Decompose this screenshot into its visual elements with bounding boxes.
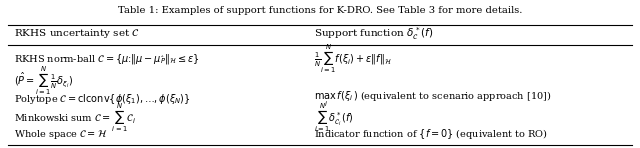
Text: Minkowski sum $\mathcal{C} = \sum_{i=1}^{N} \mathcal{C}_i$: Minkowski sum $\mathcal{C} = \sum_{i=1}^… [14, 101, 136, 134]
Text: Whole space $\mathcal{C} = \mathcal{H}$: Whole space $\mathcal{C} = \mathcal{H}$ [14, 128, 108, 141]
Text: $\frac{1}{N}\sum_{i=1}^{N} f(\xi_i) + \epsilon\|f\|_{\mathcal{H}}$: $\frac{1}{N}\sum_{i=1}^{N} f(\xi_i) + \e… [314, 42, 392, 75]
Text: RKHS norm-ball $\mathcal{C} = \{\mu\colon \|\mu - \mu_{\hat{P}}\|_{\mathcal{H}} : RKHS norm-ball $\mathcal{C} = \{\mu\colo… [14, 52, 200, 66]
Text: Indicator function of $\{f = 0\}$ (equivalent to RO): Indicator function of $\{f = 0\}$ (equiv… [314, 127, 548, 141]
Text: RKHS uncertainty set $\mathcal{C}$: RKHS uncertainty set $\mathcal{C}$ [14, 27, 140, 40]
Text: Support function $\delta^*_{\mathcal{C}}(f)$: Support function $\delta^*_{\mathcal{C}}… [314, 25, 433, 42]
Text: Polytope $\mathcal{C} = \mathrm{clconv}\{\phi(\xi_1),\ldots,\phi(\xi_N)\}$: Polytope $\mathcal{C} = \mathrm{clconv}\… [14, 92, 191, 106]
Text: Table 1: Examples of support functions for K-DRO. See Table 3 for more details.: Table 1: Examples of support functions f… [118, 6, 522, 15]
Text: $(\hat{P} = \sum_{i=1}^{N} \frac{1}{N} \delta_{\xi_i})$: $(\hat{P} = \sum_{i=1}^{N} \frac{1}{N} \… [14, 64, 73, 97]
Text: $\max_i\, f(\xi_i)$ (equivalent to scenario approach [10]): $\max_i\, f(\xi_i)$ (equivalent to scena… [314, 89, 551, 109]
Text: $\sum_{i=1}^{N} \delta^*_{\mathcal{C}_i}(f)$: $\sum_{i=1}^{N} \delta^*_{\mathcal{C}_i}… [314, 101, 353, 134]
